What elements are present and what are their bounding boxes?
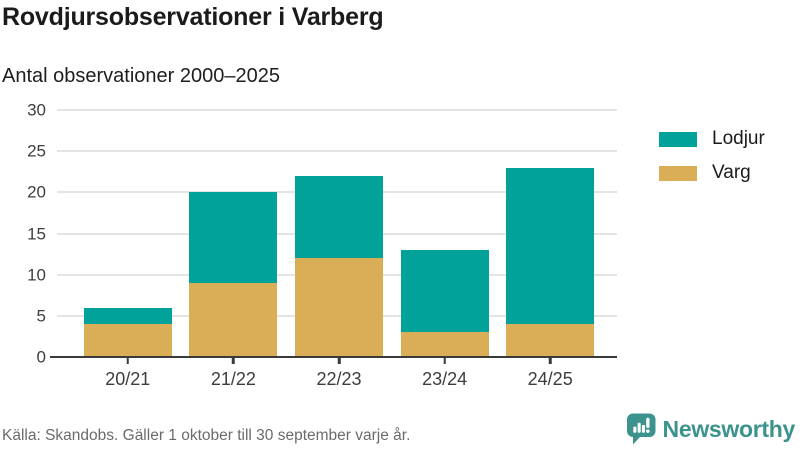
bar-stack-22/23 [294,110,384,357]
newsworthy-wordmark: Newsworthy [662,415,796,442]
legend: Lodjur Varg [659,128,765,196]
x-tick-label-21/22: 21/22 [210,369,256,389]
y-axis: 0 5 10 15 20 25 30 [0,102,46,366]
legend-swatch-varg [659,165,697,181]
y-tick-label-15: 15 [27,224,46,243]
bar-segment-varg-22/23 [294,258,384,357]
bar-stack-23/24 [400,110,489,357]
bar-segment-lodjur-21/22 [189,192,278,283]
gridline-25 [57,150,617,153]
legend-label-varg: Varg [712,162,751,183]
source-note: Källa: Skandobs. Gäller 1 oktober till 3… [2,427,411,444]
x-tick-mark-24/25 [548,358,552,364]
legend-item-varg: Varg [659,162,765,184]
bar-segment-varg-23/24 [400,332,489,357]
legend-label-lodjur: Lodjur [712,128,765,149]
bar-segment-lodjur-20/21 [83,307,172,325]
x-tick-label-22/23: 22/23 [316,369,362,389]
bar-segment-lodjur-22/23 [294,175,384,259]
bar-segment-lodjur-23/24 [400,249,489,333]
bar-stack-24/25 [506,110,595,357]
bar-segment-varg-20/21 [83,324,172,357]
bar-24/25 [497,110,603,357]
bar-22/23 [286,110,392,357]
bar-segment-varg-24/25 [506,324,595,357]
y-tick-label-5: 5 [36,306,46,326]
x-tick-mark-21/22 [232,358,235,364]
y-tick-label-0: 0 [36,347,46,367]
x-tick-mark-22/23 [337,358,341,364]
x-tick-mark-20/21 [126,358,130,364]
bar-group [75,110,603,357]
bar-stack-20/21 [83,110,172,357]
chart-title: Rovdjursobservationer i Varberg [2,3,384,31]
newsworthy-bubble-chart-icon [626,413,656,445]
plot-area [50,109,617,358]
gridline-30 [57,109,617,111]
y-tick-label-20: 20 [27,182,46,202]
x-tick-label-23/24: 23/24 [422,369,468,389]
x-axis-labels: 20/21 21/22 22/23 23/24 24/25 [75,357,603,397]
x-tick-label-24/25: 24/25 [527,369,573,389]
bar-20/21 [75,110,181,357]
legend-item-lodjur: Lodjur [659,128,765,150]
bar-stack-21/22 [189,110,278,357]
bar-23/24 [392,110,498,357]
x-tick-mark-23/24 [443,358,446,364]
legend-swatch-lodjur [659,131,697,147]
x-tick-label-20/21: 20/21 [105,369,151,389]
bar-21/22 [181,110,287,357]
chart-subtitle: Antal observationer 2000–2025 [2,65,280,87]
newsworthy-logo: Newsworthy [626,413,796,445]
bar-segment-lodjur-24/25 [506,167,595,325]
x-axis-line [50,355,617,358]
y-tick-label-10: 10 [27,265,46,285]
y-tick-label-25: 25 [27,141,46,161]
x-axis: 20/21 21/22 22/23 23/24 24/25 [57,357,617,397]
y-tick-label-30: 30 [27,100,46,120]
bar-segment-varg-21/22 [189,282,278,357]
